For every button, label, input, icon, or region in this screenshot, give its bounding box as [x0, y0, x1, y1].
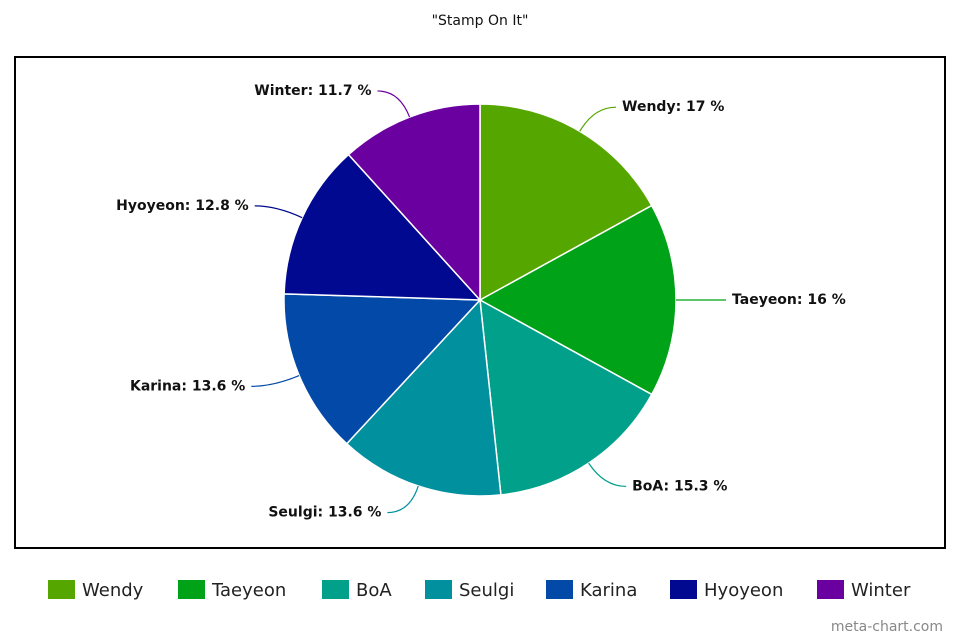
pie-slice: [283, 293, 482, 445]
legend-label: Winter: [851, 580, 911, 601]
data-label: Hyoyeon: 12.8 %: [116, 198, 249, 214]
legend-label: BoA: [356, 580, 392, 601]
legend-swatch: [425, 580, 452, 599]
data-label: Karina: 13.6 %: [130, 378, 245, 394]
legend-swatch: [48, 580, 75, 599]
data-label: Seulgi: 13.6 %: [268, 505, 381, 521]
pie-slice: [479, 298, 653, 496]
data-label: BoA: 15.3 %: [632, 478, 727, 494]
pie-slice: [478, 204, 677, 396]
legend-swatch: [670, 580, 697, 599]
legend-label: Seulgi: [459, 580, 514, 601]
watermark: meta-chart.com: [831, 619, 943, 635]
data-label: Wendy: 17 %: [622, 99, 724, 115]
pie-slice: [347, 103, 481, 302]
leader-line: [377, 90, 411, 118]
pie-slice: [283, 153, 482, 301]
legend-swatch: [322, 580, 349, 599]
leader-line: [387, 485, 419, 514]
leader-line: [588, 462, 627, 488]
legend-label: Karina: [580, 580, 637, 601]
data-label: Winter: 11.7 %: [254, 83, 371, 99]
chart-title: "Stamp On It": [432, 13, 529, 29]
leader-line: [251, 375, 300, 387]
legend-label: Wendy: [82, 580, 144, 601]
legend-swatch: [546, 580, 573, 599]
legend-label: Taeyeon: [211, 580, 286, 601]
legend-swatch: [178, 580, 205, 599]
legend-label: Hyoyeon: [704, 580, 783, 601]
pie-slice: [345, 298, 502, 497]
data-label: Taeyeon: 16 %: [732, 292, 846, 308]
leader-line: [579, 106, 617, 132]
leader-line: [254, 205, 303, 219]
legend-swatch: [817, 580, 844, 599]
